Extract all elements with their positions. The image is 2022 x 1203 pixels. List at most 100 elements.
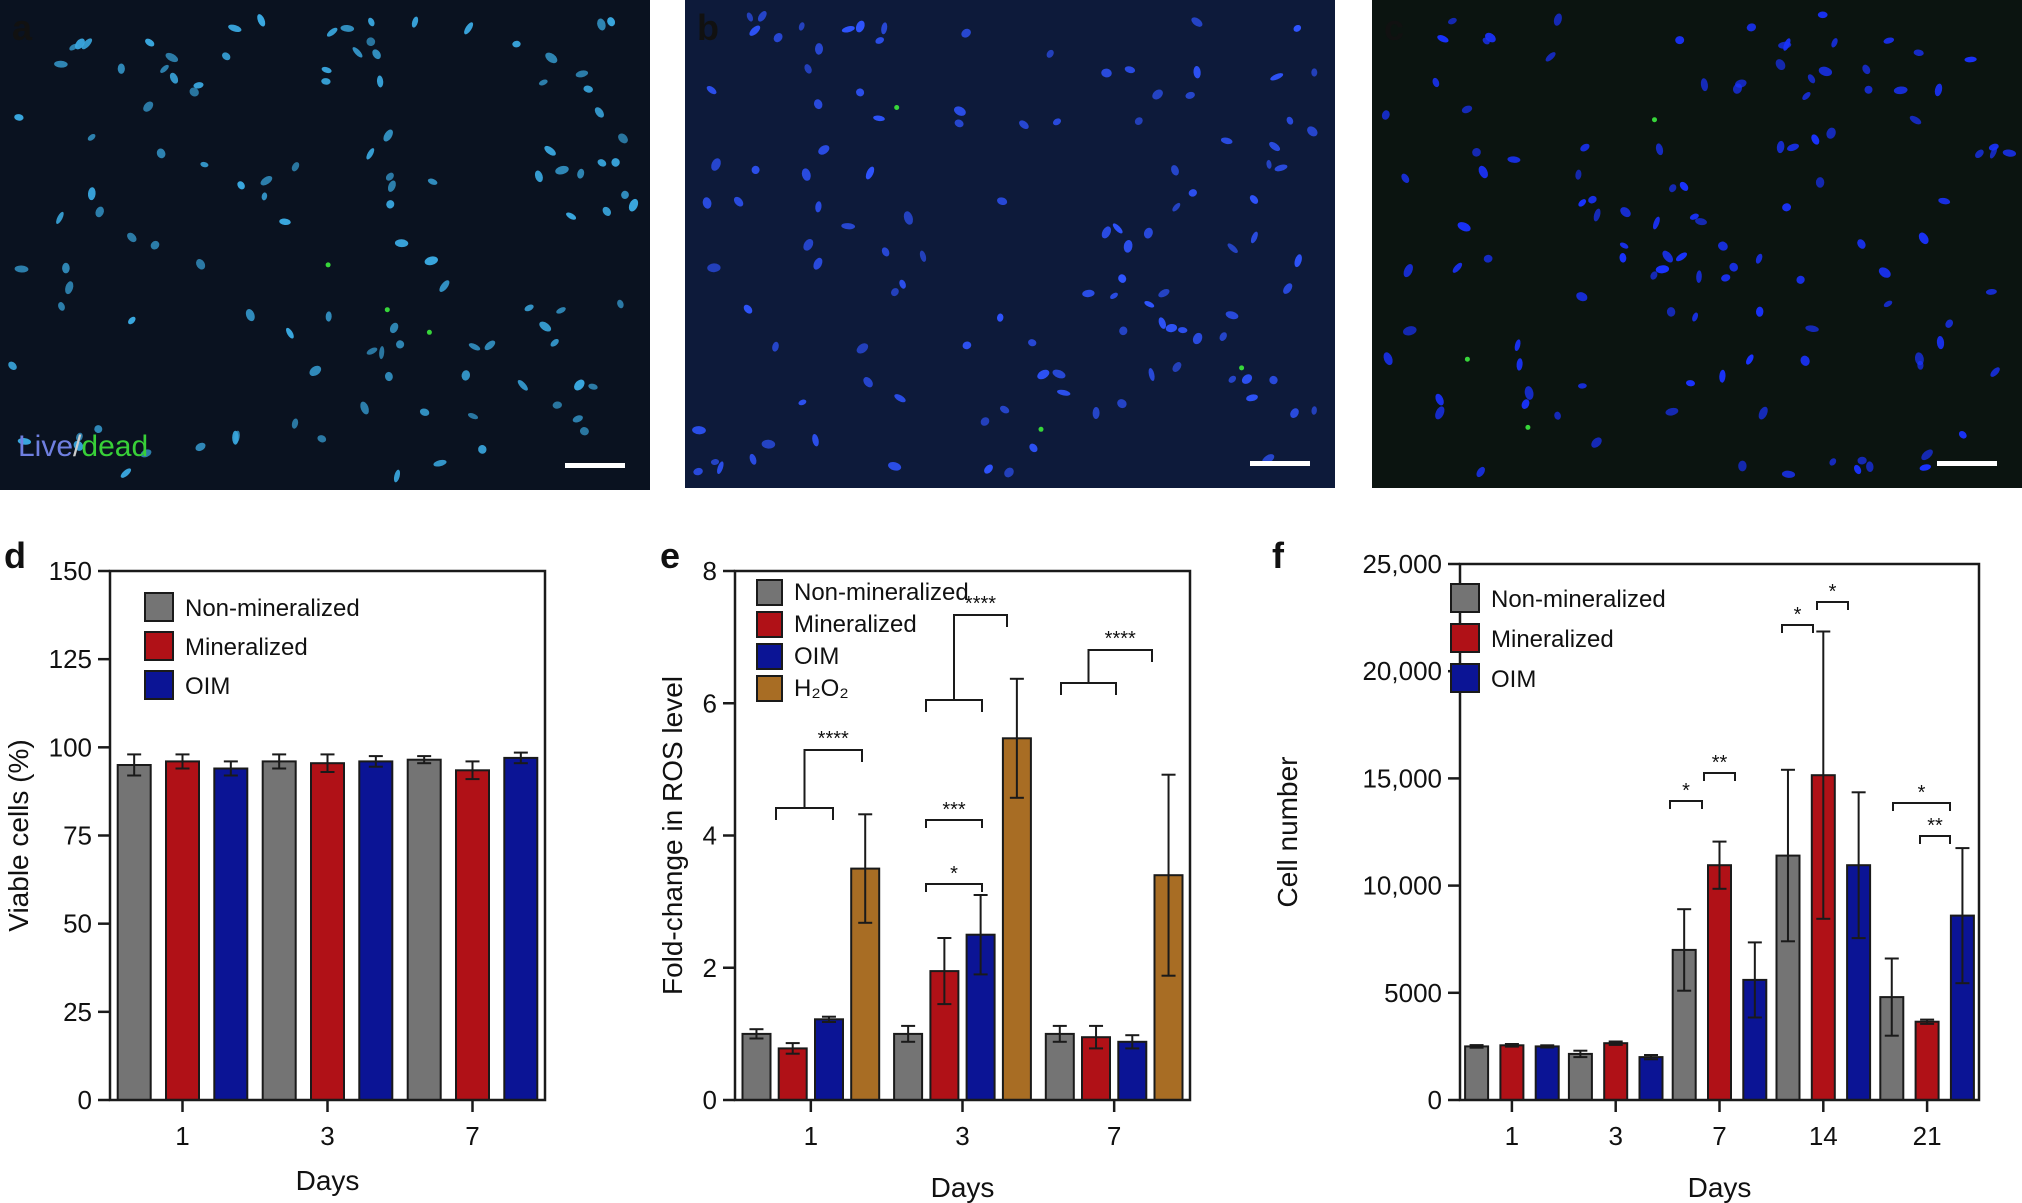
x-tick-label: 7 — [465, 1121, 479, 1151]
cell-nucleus — [804, 64, 812, 74]
cell-nucleus — [468, 343, 481, 351]
cell-nucleus — [1666, 307, 1676, 317]
y-tick-label: 150 — [49, 556, 92, 586]
cell-nucleus — [962, 341, 972, 350]
cell-nucleus — [1958, 431, 1967, 439]
cell-nucleus — [393, 469, 401, 483]
cell-nucleus — [556, 307, 566, 314]
cell-nucleus — [87, 134, 96, 141]
x-tick-label: 1 — [1505, 1121, 1519, 1151]
cell-nucleus — [919, 250, 927, 262]
cell-nucleus — [1220, 137, 1233, 145]
cell-nucleus — [1283, 283, 1293, 294]
cell-nucleus — [1545, 52, 1556, 62]
bracket-line — [925, 819, 983, 828]
cell-nucleus — [120, 468, 132, 478]
cell-nucleus — [552, 401, 562, 409]
cell-nucleus — [1580, 143, 1590, 152]
cell-nucleus — [903, 211, 914, 225]
error-bar — [127, 753, 142, 777]
cell-nucleus — [1472, 147, 1481, 157]
dead-cell-dot — [894, 105, 900, 110]
cell-nucleus — [577, 168, 585, 179]
cell-nucleus — [841, 223, 856, 230]
bracket-line — [1919, 835, 1951, 844]
cell-nucleus — [461, 370, 471, 381]
scale-bar — [1937, 461, 1997, 466]
panel-letter-f: f — [1272, 535, 1285, 576]
error-bar — [417, 755, 432, 765]
error-bar — [1089, 1024, 1104, 1050]
cell-nucleus — [156, 148, 166, 159]
error-bar — [1712, 840, 1727, 890]
panel-letter-c: c — [1384, 7, 1404, 48]
dead-cell-dot — [1239, 365, 1245, 371]
x-tick-label: 7 — [1107, 1121, 1121, 1151]
cell-nucleus — [1921, 449, 1933, 461]
cell-nucleus — [1269, 141, 1281, 152]
cell-nucleus — [1290, 408, 1299, 418]
cell-nucleus — [813, 257, 823, 270]
cell-nucleus — [366, 148, 375, 160]
cell-nucleus — [980, 417, 990, 426]
y-tick-label: 4 — [703, 821, 717, 851]
bracket-line — [1781, 624, 1814, 633]
significance-bracket — [1892, 802, 1951, 811]
micrograph-panel-c: c — [1372, 0, 2022, 488]
cell-nucleus — [1815, 177, 1825, 188]
significance-bracket — [925, 614, 1008, 712]
cell-nucleus — [387, 180, 396, 192]
cell-nucleus — [539, 321, 552, 332]
cell-nucleus — [1461, 105, 1473, 114]
cell-nucleus — [1524, 386, 1534, 400]
cell-nucleus — [1775, 59, 1786, 71]
cell-nucleus — [597, 18, 606, 31]
cell-nucleus — [1383, 352, 1393, 366]
cell-nucleus — [1144, 301, 1155, 308]
cell-nucleus — [352, 47, 363, 58]
cell-nucleus — [1652, 216, 1660, 230]
cell-nucleus — [8, 361, 17, 371]
cell-nucleus — [1619, 253, 1627, 263]
cell-nucleus — [1432, 77, 1440, 88]
cell-nucleus — [279, 218, 291, 226]
bar-f-series1-cat1 — [1603, 1042, 1629, 1101]
cell-nucleus — [1655, 265, 1670, 274]
cell-nucleus — [424, 256, 438, 266]
x-tick-label: 1 — [175, 1121, 189, 1151]
cell-nucleus — [150, 240, 160, 250]
cell-nucleus — [128, 316, 136, 325]
cell-nucleus — [1241, 374, 1253, 384]
cell-nucleus — [1918, 232, 1929, 245]
dead-label: dead — [81, 430, 148, 463]
error-bar — [1573, 1049, 1588, 1059]
cell-nucleus — [1269, 375, 1278, 385]
cell-nucleus — [321, 78, 331, 85]
significance-label: ** — [1712, 752, 1728, 774]
dead-cell-dot — [325, 262, 331, 268]
cell-nucleus — [1553, 13, 1562, 26]
error-bar — [1644, 1054, 1659, 1061]
cell-nucleus — [1228, 375, 1237, 383]
error-bar — [858, 813, 873, 924]
bar-d-series2-cat0 — [213, 767, 249, 1101]
cell-nucleus — [555, 165, 569, 175]
cell-nucleus — [534, 170, 543, 183]
cell-nucleus — [1118, 274, 1127, 283]
cell-nucleus — [1171, 165, 1179, 176]
significance-label: *** — [942, 799, 966, 821]
cell-nucleus — [160, 64, 169, 73]
cell-nucleus — [81, 38, 93, 50]
y-tick-label: 5000 — [1384, 978, 1442, 1008]
cell-nucleus — [1286, 116, 1294, 125]
cell-nucleus — [798, 22, 805, 31]
cell-nucleus — [1101, 226, 1112, 239]
cell-nucleus — [706, 86, 717, 95]
cell-nucleus — [607, 17, 616, 27]
cell-nucleus — [1148, 368, 1155, 381]
bar-d-series1-cat0 — [165, 760, 200, 1102]
cell-nucleus — [813, 99, 823, 110]
bar-f-series0-cat0 — [1464, 1045, 1490, 1102]
legend-label: H₂O₂ — [794, 675, 849, 702]
cell-nucleus — [801, 168, 811, 181]
